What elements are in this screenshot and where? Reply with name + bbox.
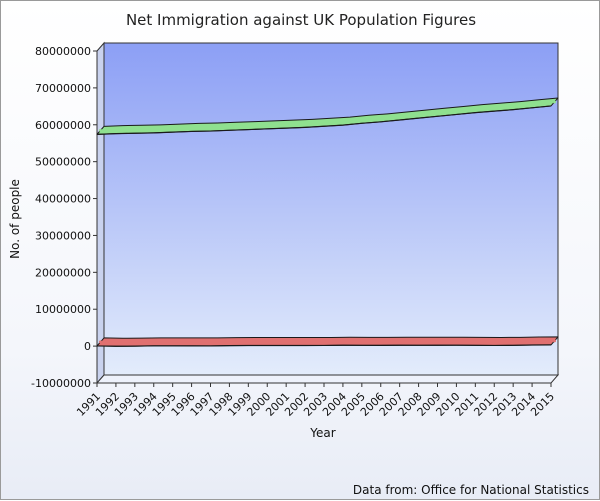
series-1-point — [382, 116, 386, 120]
y-tick-label: 30000000 — [35, 229, 91, 242]
series-2-point — [344, 339, 348, 343]
y-tick-label: 80000000 — [35, 45, 91, 58]
series-1-line — [96, 105, 552, 135]
series-2-point — [307, 340, 311, 344]
series-1-point — [496, 105, 500, 109]
series-2-point — [99, 340, 102, 344]
series-2-point — [117, 340, 121, 344]
plot-floor — [95, 374, 560, 384]
series-2-point — [439, 339, 443, 343]
series-1-point — [155, 127, 159, 131]
series-1-point — [363, 117, 367, 121]
series-2-point — [155, 340, 159, 344]
series-2-point — [212, 340, 216, 344]
series-1-point — [458, 108, 462, 112]
x-axis-label: Year — [309, 426, 335, 440]
y-tick-label: 60000000 — [35, 119, 91, 132]
series-1-point — [212, 125, 216, 129]
series-1-point — [174, 126, 178, 130]
series-2-point — [515, 339, 519, 343]
series-2-point — [553, 339, 556, 343]
series-1-point — [420, 112, 424, 116]
series-2-point — [458, 339, 462, 343]
series-2-point — [250, 340, 254, 344]
y-tick-label: 70000000 — [35, 82, 91, 95]
series-2-point — [136, 340, 140, 344]
chart-title: Net Immigration against UK Population Fi… — [126, 11, 476, 29]
y-tick-label: -10000000 — [31, 377, 91, 390]
plot-left-wall — [96, 41, 105, 385]
y-tick-label: 0 — [84, 340, 91, 353]
series-1-point — [193, 125, 197, 129]
plot-area — [95, 41, 560, 385]
series-1-point — [534, 102, 538, 106]
series-1-point — [477, 107, 481, 111]
series-1-point — [117, 128, 121, 132]
y-axis: -10000000 0 10000000 20000000 30000000 400000… — [31, 45, 97, 390]
y-tick-label: 50000000 — [35, 156, 91, 169]
y-tick-label: 10000000 — [35, 303, 91, 316]
series-2-point — [401, 339, 405, 343]
series-1-point — [553, 100, 556, 104]
y-tick-label: 20000000 — [35, 266, 91, 279]
series-2-point — [477, 339, 481, 343]
series-1-point — [231, 124, 235, 128]
series-2-point — [534, 339, 538, 343]
series-layer — [96, 97, 559, 347]
y-tick-label: 40000000 — [35, 193, 91, 206]
series-2-point — [382, 339, 386, 343]
series-2-point — [420, 339, 424, 343]
series-1-point — [344, 119, 348, 123]
series-2-point — [269, 340, 273, 344]
series-1-point — [326, 120, 329, 124]
series-2-point — [174, 340, 178, 344]
data-source-note: Data from: Office for National Statistic… — [352, 483, 589, 497]
plot-back-wall — [103, 42, 559, 376]
series-2-point — [288, 339, 292, 343]
series-1-point — [269, 123, 273, 127]
series-2-point — [363, 339, 367, 343]
series-2-point — [496, 339, 500, 343]
x-axis: 1991199219931994199519961997199819992000… — [74, 383, 557, 419]
series-2-point — [231, 340, 235, 344]
series-1-point — [250, 124, 254, 128]
y-axis-label: No. of people — [8, 179, 22, 259]
series-1-point — [288, 122, 292, 126]
series-2-line — [96, 344, 552, 347]
series-1-point — [439, 110, 443, 114]
series-1-point — [401, 114, 405, 118]
series-2-point — [326, 339, 329, 343]
series-2-point — [193, 340, 197, 344]
series-1-point — [515, 104, 519, 108]
series-1-point — [307, 121, 311, 125]
series-1-point — [136, 127, 140, 131]
series-1-point — [99, 128, 102, 132]
